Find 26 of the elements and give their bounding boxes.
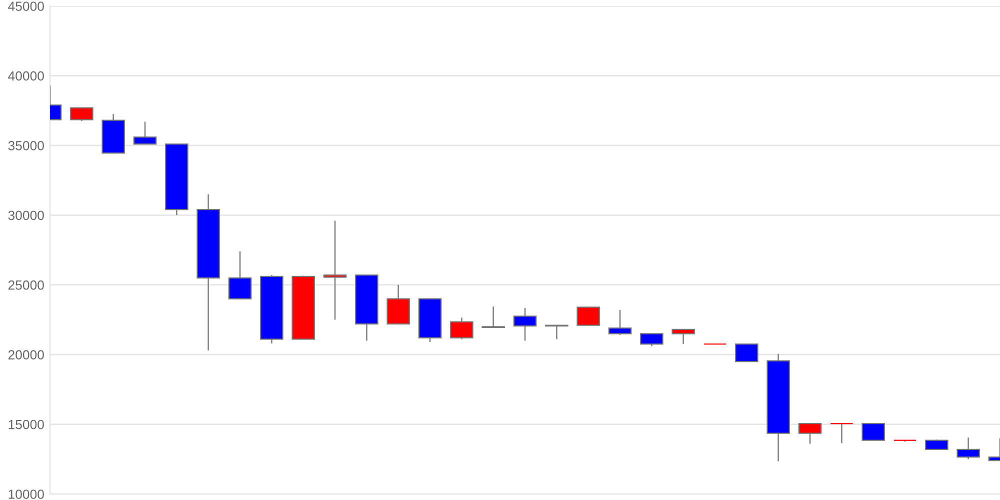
- y-tick-label: 35000: [8, 140, 44, 150]
- candlestick: [545, 324, 568, 340]
- candlestick: [798, 422, 822, 444]
- candlestick: [608, 309, 632, 336]
- y-tick-label: 40000: [8, 71, 44, 81]
- y-tick-label: 10000: [8, 490, 44, 499]
- candlestick: [640, 332, 664, 347]
- candlestick: [925, 438, 948, 450]
- candlestick: [735, 344, 758, 362]
- y-tick-label: 20000: [8, 350, 44, 360]
- y-tick-label: 25000: [8, 280, 44, 290]
- candlestick: [862, 423, 885, 441]
- candlestick: [513, 307, 537, 342]
- candlestick: [672, 328, 695, 345]
- candlestick: [323, 220, 347, 320]
- candlestick: [956, 436, 980, 460]
- y-tick-label: 45000: [8, 2, 44, 11]
- candlestick: [228, 250, 252, 300]
- candlestick: [70, 107, 94, 122]
- y-tick-label: 30000: [8, 210, 44, 220]
- candlestick: [482, 306, 505, 328]
- candlestick: [830, 422, 854, 444]
- candlestick: [576, 306, 600, 326]
- candlestick: [133, 121, 157, 145]
- candlestick: [450, 316, 474, 340]
- y-tick-label: 15000: [8, 420, 44, 430]
